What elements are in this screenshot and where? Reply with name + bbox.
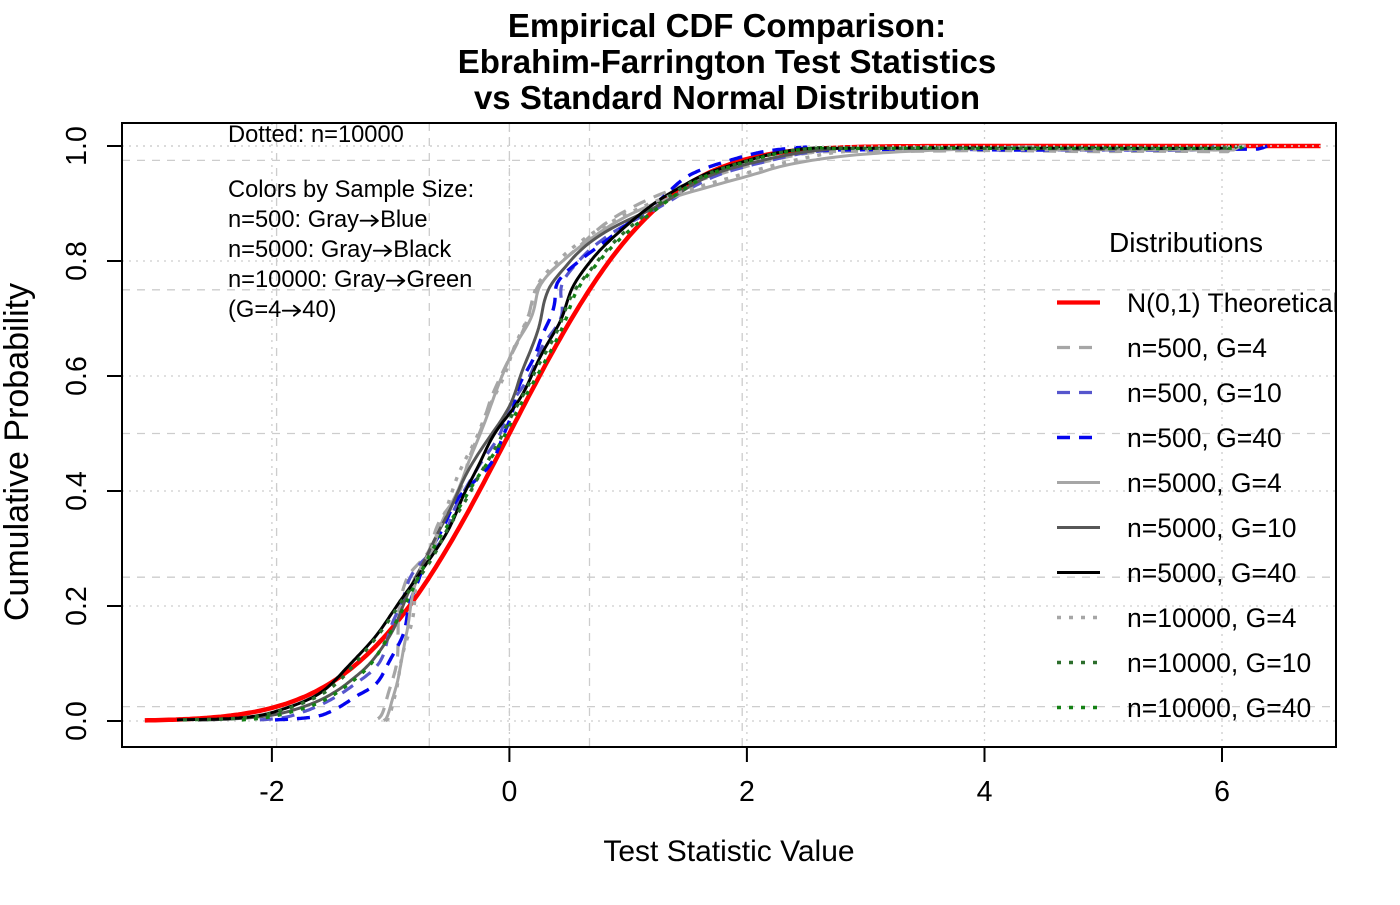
svg-text:0.2: 0.2 [61,586,93,626]
svg-text:0.4: 0.4 [61,471,93,511]
svg-text:n=500, G=10: n=500, G=10 [1127,378,1282,408]
svg-text:Test Statistic Value: Test Statistic Value [603,835,854,868]
svg-text:6: 6 [1214,776,1230,808]
svg-text:n=5000, G=10: n=5000, G=10 [1127,513,1296,543]
svg-text:1.0: 1.0 [61,126,93,166]
svg-text:n=5000, G=40: n=5000, G=40 [1127,558,1296,588]
svg-text:Black: Black [393,237,451,263]
svg-text:0.8: 0.8 [61,241,93,281]
svg-text:n=10000: Gray: n=10000: Gray [228,267,386,293]
svg-text:0.0: 0.0 [61,701,93,741]
svg-text:Cumulative Probability: Cumulative Probability [0,283,36,621]
svg-text:-2: -2 [259,776,284,808]
svg-text:N(0,1) Theoretical: N(0,1) Theoretical [1127,288,1339,318]
svg-text:Blue: Blue [380,207,427,233]
svg-text:Dotted: n=10000: Dotted: n=10000 [228,122,404,148]
svg-text:Colors by Sample Size:: Colors by Sample Size: [228,177,474,203]
svg-text:2: 2 [739,776,755,808]
svg-text:0: 0 [501,776,517,808]
svg-text:Green: Green [407,267,473,293]
svg-text:n=10000, G=10: n=10000, G=10 [1127,648,1311,678]
svg-text:4: 4 [977,776,993,808]
svg-text:n=10000, G=4: n=10000, G=4 [1127,603,1296,633]
svg-text:n=500: Gray: n=500: Gray [228,207,359,233]
svg-text:n=500, G=4: n=500, G=4 [1127,333,1267,363]
svg-text:n=500, G=40: n=500, G=40 [1127,423,1282,453]
svg-text:Empirical CDF Comparison:: Empirical CDF Comparison: [508,7,946,44]
svg-text:40): 40) [302,297,336,323]
svg-text:(G=4: (G=4 [228,297,281,323]
svg-text:0.6: 0.6 [61,356,93,396]
svg-text:n=10000, G=40: n=10000, G=40 [1127,693,1311,723]
svg-text:n=5000: Gray: n=5000: Gray [228,237,372,263]
svg-text:n=5000, G=4: n=5000, G=4 [1127,468,1282,498]
svg-text:Ebrahim-Farrington Test Statis: Ebrahim-Farrington Test Statistics [458,43,996,80]
svg-text:vs Standard Normal Distributio: vs Standard Normal Distribution [474,79,980,116]
svg-text:Distributions: Distributions [1109,227,1263,258]
